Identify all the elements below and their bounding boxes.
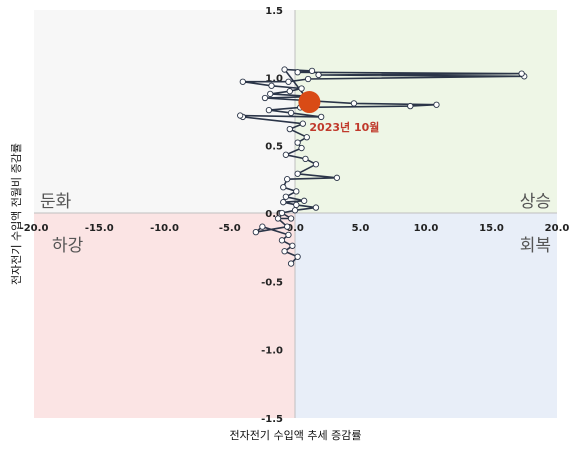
data-point	[280, 184, 287, 191]
data-point	[237, 112, 244, 119]
highlight-point	[298, 91, 321, 114]
highlight-label: 2023년 10월	[309, 120, 379, 134]
y-axis-title: 전자전기 수입액 전월비 증감률	[10, 143, 23, 285]
data-point	[293, 188, 300, 195]
y-tick-label: 1.0	[265, 74, 283, 85]
data-point	[268, 82, 275, 89]
data-point	[267, 90, 274, 98]
data-point	[318, 113, 325, 121]
y-ticks: 1.5 1.0 0.5 0.0 -0.5 -1.0 -1.5	[261, 6, 283, 425]
x-tick-label: 20.0	[545, 223, 570, 234]
data-point	[282, 151, 290, 158]
x-tick-label: 15.0	[479, 223, 504, 234]
y-tick-label: -1.0	[261, 346, 283, 357]
data-point	[289, 242, 296, 249]
data-point	[308, 67, 316, 75]
x-tick-label: 5.0	[352, 223, 370, 234]
data-point	[280, 199, 287, 206]
data-point	[299, 120, 307, 127]
data-point	[312, 204, 320, 211]
data-point	[285, 231, 292, 239]
data-point	[293, 201, 300, 209]
quadrant-bottom-right	[295, 213, 557, 418]
quadrant-label-top-left: 둔화	[40, 192, 72, 212]
data-point	[284, 176, 291, 183]
y-tick-label: -1.5	[261, 414, 283, 425]
x-tick-label: 0.0	[286, 223, 304, 234]
data-point	[298, 85, 305, 92]
data-point	[294, 253, 301, 260]
quadrant-label-top-right: 상승	[520, 192, 551, 212]
x-tick-label: -5.0	[219, 223, 241, 234]
y-tick-label: 1.5	[265, 6, 283, 17]
data-point	[303, 134, 310, 141]
data-point	[261, 94, 269, 102]
data-point	[294, 139, 301, 146]
data-point	[282, 193, 290, 200]
data-point	[291, 207, 299, 214]
data-point	[287, 215, 295, 222]
data-point	[286, 88, 293, 95]
quadrant-bottom-left	[34, 213, 295, 418]
x-tick-label: -20.0	[20, 223, 49, 234]
data-point	[294, 69, 301, 76]
data-point	[312, 161, 320, 168]
x-ticks: -20.0 -15.0 -10.0 -5.0 0.0 5.0 10.0 15.0 20.0	[20, 223, 570, 234]
data-point	[259, 223, 266, 230]
x-tick-label: -10.0	[150, 223, 179, 234]
data-point	[252, 228, 260, 236]
data-point	[315, 71, 322, 79]
data-point	[274, 215, 282, 222]
quadrant-label-bottom-right: 회복	[520, 236, 551, 256]
data-point	[239, 78, 246, 85]
quadrant-top-right	[295, 10, 557, 213]
x-tick-label: -15.0	[85, 223, 114, 234]
data-point	[281, 248, 288, 255]
data-point	[278, 209, 286, 217]
data-point	[302, 155, 309, 163]
data-point	[333, 174, 341, 181]
quadrant-label-bottom-left: 하강	[52, 236, 84, 256]
data-point	[265, 106, 273, 114]
data-point	[286, 125, 293, 133]
y-tick-label: -0.5	[261, 277, 283, 288]
x-tick-label: 10.0	[414, 223, 439, 234]
data-point	[433, 101, 440, 108]
data-point	[294, 170, 301, 177]
data-point	[287, 109, 295, 117]
y-tick-label: 0.0	[265, 209, 283, 220]
data-point	[304, 75, 312, 83]
data-point	[285, 78, 292, 85]
data-point	[407, 102, 414, 110]
data-point	[301, 197, 308, 204]
data-point	[518, 70, 525, 77]
quadrant-top-left	[34, 10, 295, 213]
data-point	[287, 260, 295, 267]
data-point	[350, 100, 358, 107]
y-tick-label: 0.5	[265, 141, 283, 152]
data-point	[298, 144, 305, 152]
data-point	[278, 237, 286, 244]
x-axis-title: 전자전기 수입액 추세 증감률	[230, 429, 362, 442]
data-point	[281, 66, 288, 73]
data-point	[284, 223, 291, 230]
